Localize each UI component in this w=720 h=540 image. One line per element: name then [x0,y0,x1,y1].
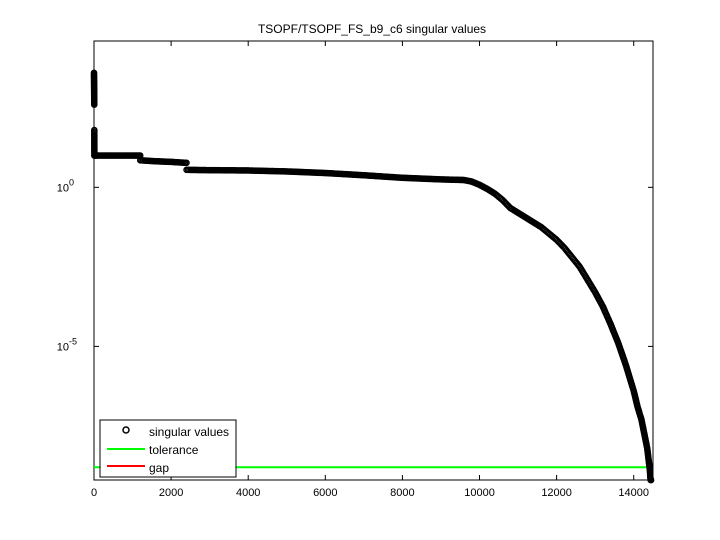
x-tick-label: 6000 [313,487,337,499]
x-tick-label: 8000 [390,487,414,499]
x-tick-label: 10000 [464,487,495,499]
legend-marker-singular-values [122,426,130,434]
x-tick-label: 12000 [541,487,572,499]
legend-label-gap: gap [149,461,169,475]
singular-value-point [647,476,655,484]
legend: singular values tolerance gap [99,419,237,478]
y-tick-exponent: 0 [69,177,74,187]
y-tick-exponent: -5 [69,336,77,346]
singular-values-markers [90,69,655,484]
legend-label-tolerance: tolerance [149,443,199,457]
x-tick-label: 4000 [236,487,260,499]
legend-label-singular-values: singular values [149,425,229,439]
x-tick-label: 14000 [618,487,649,499]
plot-area [93,40,654,481]
x-tick-label: 0 [91,487,97,499]
singular-value-point [90,101,98,108]
x-tick-label: 2000 [159,487,183,499]
singular-value-point [183,159,190,167]
chart-title: TSOPF/TSOPF_FS_b9_c6 singular values [258,22,486,36]
y-tick-label: 10 [57,341,69,353]
y-tick-label: 10 [57,182,69,194]
series-layer [90,69,655,484]
